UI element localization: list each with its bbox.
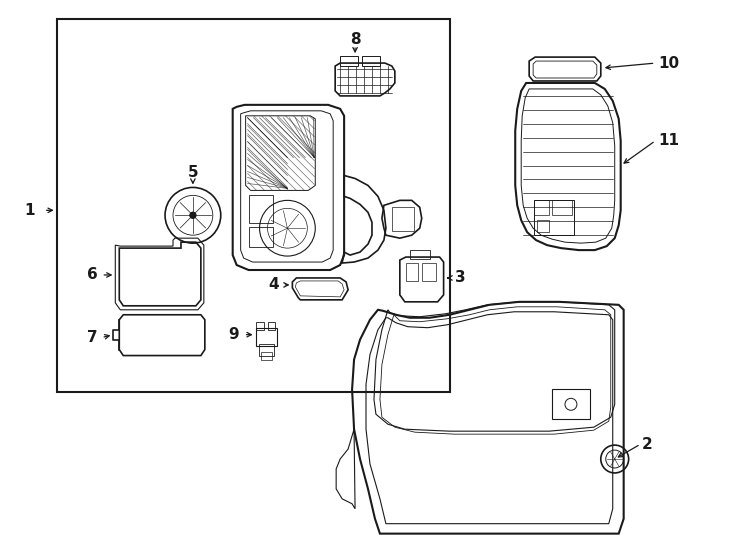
Bar — [552, 200, 572, 215]
Bar — [249, 227, 274, 247]
Text: 2: 2 — [642, 437, 653, 451]
Bar — [410, 250, 429, 259]
Bar — [534, 200, 574, 235]
Bar — [392, 207, 414, 231]
Text: 9: 9 — [228, 327, 239, 342]
Bar — [261, 352, 272, 360]
Text: 11: 11 — [658, 133, 680, 148]
Bar — [537, 220, 549, 232]
Text: 5: 5 — [188, 165, 198, 180]
Bar — [362, 56, 380, 66]
Bar — [552, 389, 590, 419]
Text: 4: 4 — [268, 278, 278, 293]
Text: 6: 6 — [87, 267, 98, 282]
Text: 7: 7 — [87, 330, 98, 345]
Bar — [57, 19, 449, 393]
Text: 8: 8 — [349, 32, 360, 46]
Bar — [406, 263, 418, 281]
Text: 3: 3 — [454, 271, 465, 286]
Bar — [534, 200, 549, 215]
Bar — [255, 322, 264, 330]
Bar — [267, 322, 275, 330]
Bar — [255, 328, 277, 346]
Bar — [340, 56, 358, 66]
Circle shape — [190, 212, 196, 218]
Bar — [249, 195, 274, 223]
Text: 10: 10 — [658, 56, 680, 71]
Text: 1: 1 — [24, 203, 35, 218]
Bar — [258, 343, 275, 355]
Bar — [422, 263, 436, 281]
